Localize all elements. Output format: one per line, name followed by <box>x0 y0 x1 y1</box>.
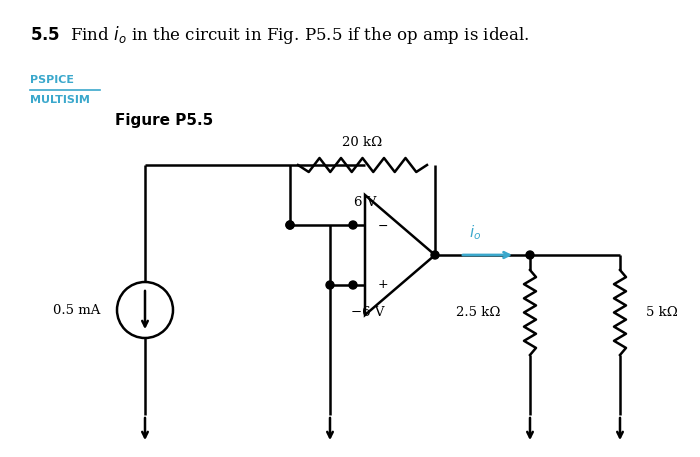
Text: 20 kΩ: 20 kΩ <box>342 137 383 149</box>
Text: PSPICE: PSPICE <box>30 75 74 85</box>
Text: 0.5 mA: 0.5 mA <box>53 303 101 317</box>
Circle shape <box>286 221 294 229</box>
Circle shape <box>286 221 294 229</box>
Text: 5 kΩ: 5 kΩ <box>646 306 678 319</box>
Text: $i_o$: $i_o$ <box>469 223 481 242</box>
Circle shape <box>526 251 534 259</box>
Text: MULTISIM: MULTISIM <box>30 95 90 105</box>
Circle shape <box>431 251 439 259</box>
Text: 6 V: 6 V <box>354 197 376 209</box>
Text: Figure P5.5: Figure P5.5 <box>115 112 214 128</box>
Circle shape <box>326 281 334 289</box>
Text: −6 V: −6 V <box>351 307 385 319</box>
Circle shape <box>349 221 357 229</box>
Text: 2.5 kΩ: 2.5 kΩ <box>456 306 500 319</box>
Text: $-$: $-$ <box>377 218 388 232</box>
Text: $+$: $+$ <box>377 278 388 292</box>
Text: $\mathbf{5.5}$  Find $i_o$ in the circuit in Fig. P5.5 if the op amp is ideal.: $\mathbf{5.5}$ Find $i_o$ in the circuit… <box>30 24 530 46</box>
Circle shape <box>349 281 357 289</box>
